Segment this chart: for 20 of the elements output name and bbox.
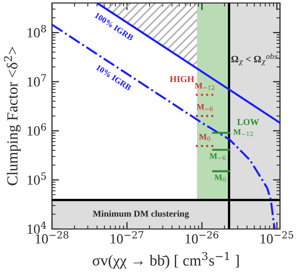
y-tick-label: 10$^{6}$: [28, 123, 46, 136]
series-label: M$_{0}$: [214, 174, 226, 182]
y-tick-label: 10$^{8}$: [28, 25, 46, 38]
annotation: LOW: [237, 118, 259, 126]
series-label: M$_{−6}$: [196, 104, 213, 112]
series-label: M$_{0}$: [199, 134, 210, 142]
x-tick-label: 10$^{−26}$: [186, 231, 218, 244]
x-tick-label: 10$^{−27}$: [110, 231, 144, 244]
band-label: Minimum DM clustering: [92, 210, 189, 219]
series-label: M$_{−12}$: [194, 82, 214, 90]
x-axis-title: σv(χχ → bb̄) [ cm$^{3}$s$^{−1}$ ]: [92, 252, 239, 269]
y-tick-label: 10$^{4}$: [28, 221, 46, 234]
y-axis-title: Clumping Factor <δ$^{2}$>: [4, 46, 21, 186]
series-label: M$_{−6}$: [210, 153, 226, 160]
band-label: Ω$_{χ}$ < Ω$_{χ}$$^{obs}$: [231, 54, 278, 66]
x-tick-label: 10$^{−25}$: [260, 231, 294, 244]
annotation: HIGH: [170, 76, 194, 82]
y-tick-label: 10$^{7}$: [28, 74, 46, 87]
series-label: M$_{−12}$: [233, 129, 253, 136]
y-tick-label: 10$^{5}$: [28, 172, 46, 185]
